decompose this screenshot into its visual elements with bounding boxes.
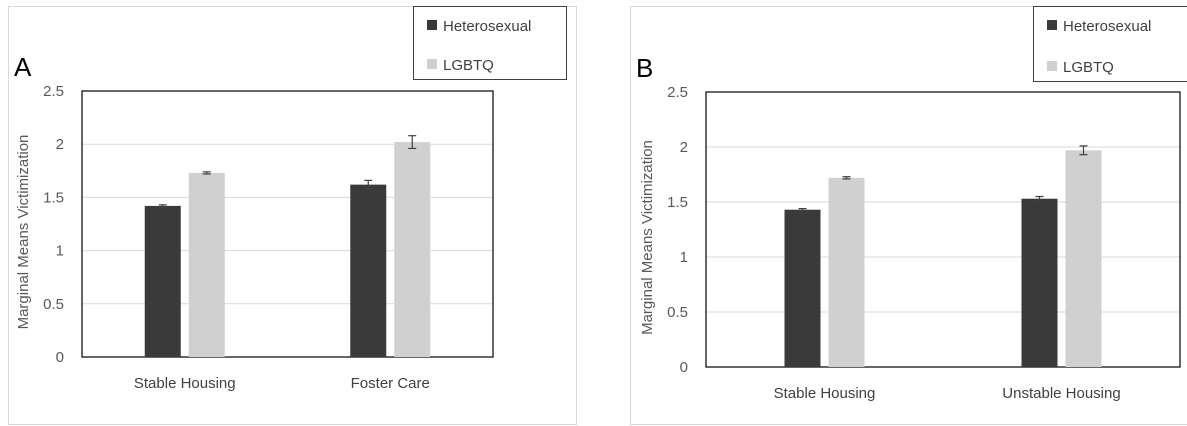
y-tick-label: 1 xyxy=(56,243,64,260)
x-category-label: Stable Housing xyxy=(134,375,236,392)
x-category-label: Unstable Housing xyxy=(1002,385,1120,402)
legend-box xyxy=(1033,6,1187,82)
y-tick-label: 2 xyxy=(680,139,688,156)
x-category-label: Stable Housing xyxy=(774,385,876,402)
chart-a-svg: A 0 0.5 1 1.5 2 2.5 Marginal Means Victimizatio… xyxy=(8,6,577,425)
legend-box xyxy=(413,6,567,80)
x-category-label: Foster Care xyxy=(351,375,430,392)
y-tick-label: 1.5 xyxy=(667,194,688,211)
chart-panel-a: A 0 0.5 1 1.5 2 2.5 Marginal Means Victimizatio… xyxy=(0,0,590,426)
bar xyxy=(828,177,865,367)
legend-swatch xyxy=(427,59,437,69)
y-axis-label: Marginal Means Victimization xyxy=(639,140,656,335)
legend-swatch xyxy=(427,20,437,30)
y-tick-label: 1.5 xyxy=(43,189,64,206)
bar xyxy=(1065,150,1102,367)
y-tick-label: 1 xyxy=(680,249,688,266)
bar xyxy=(188,172,225,357)
legend-label: Heterosexual xyxy=(443,18,531,35)
y-tick-label: 2 xyxy=(56,136,64,153)
legend-label: Heterosexual xyxy=(1063,18,1151,35)
panel-letter: B xyxy=(636,53,653,83)
panel-letter: A xyxy=(14,52,32,82)
plot-area-border xyxy=(81,90,494,358)
bar xyxy=(394,142,431,357)
bar xyxy=(784,209,821,367)
legend-label: LGBTQ xyxy=(443,57,494,74)
chart-panel-b: B 0 0.5 1 1.5 2 2.5 Marginal Means Victimizatio… xyxy=(600,0,1187,426)
y-axis-label: Marginal Means Victimization xyxy=(15,135,32,330)
bar xyxy=(144,205,181,357)
legend-label: LGBTQ xyxy=(1063,59,1114,76)
y-tick-label: 0.5 xyxy=(667,304,688,321)
y-tick-label: 0 xyxy=(680,359,688,376)
legend-swatch xyxy=(1047,20,1057,30)
y-tick-label: 0 xyxy=(56,349,64,366)
chart-frame xyxy=(630,6,1187,425)
chart-frame xyxy=(8,6,577,425)
bar xyxy=(1021,198,1058,367)
y-tick-label: 0.5 xyxy=(43,296,64,313)
bar xyxy=(350,184,387,357)
chart-b-svg: B 0 0.5 1 1.5 2 2.5 Marginal Means Victimizatio… xyxy=(630,6,1187,425)
legend-swatch xyxy=(1047,61,1057,71)
y-tick-label: 2.5 xyxy=(667,84,688,101)
plot-area-border xyxy=(705,91,1181,368)
y-tick-label: 2.5 xyxy=(43,83,64,100)
